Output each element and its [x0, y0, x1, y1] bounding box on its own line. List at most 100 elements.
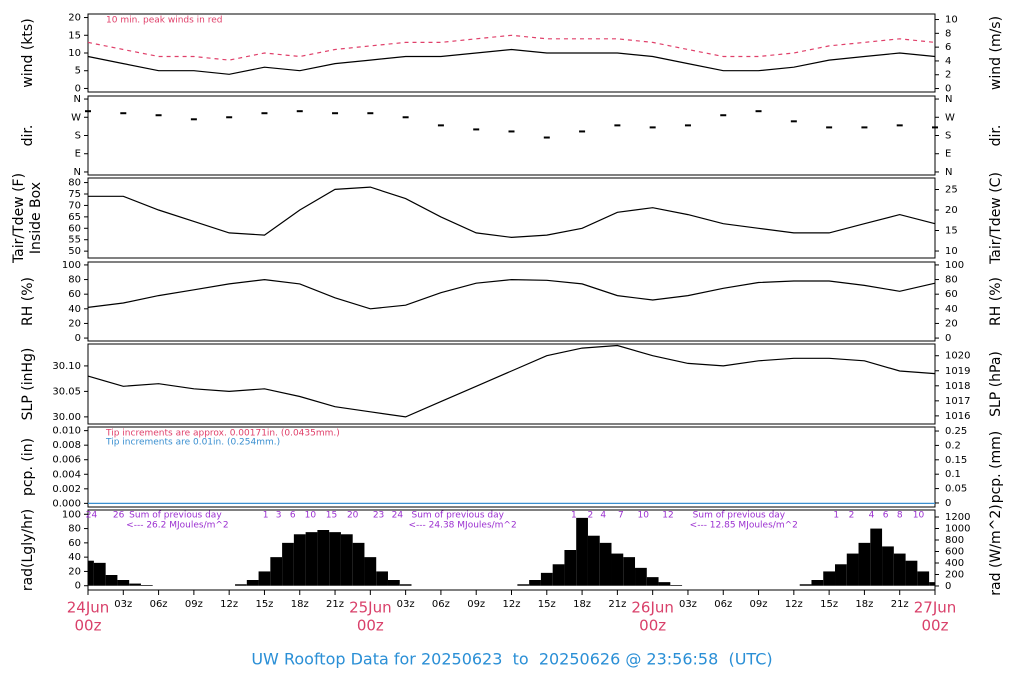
y-tick-label: 5: [75, 66, 81, 77]
bar: [893, 553, 906, 586]
y-tick-label: N: [74, 94, 81, 105]
hour-label: 2: [849, 511, 855, 521]
bar: [576, 517, 588, 586]
bar: [835, 564, 847, 586]
y-axis-label: Inside Box: [28, 182, 44, 254]
y2-tick-label: S: [945, 131, 951, 142]
hour-label: 26: [113, 511, 125, 521]
hour-label: 3: [276, 511, 282, 521]
hour-label: 7: [618, 511, 624, 521]
hour-label: 15: [326, 511, 337, 521]
bar: [340, 534, 353, 586]
x-date-time: 00z: [75, 617, 102, 635]
panel-frame: [87, 261, 936, 342]
y2-axis-label: pcp. (mm): [988, 431, 1004, 504]
y2-axis-label: SLP (hPa): [988, 351, 1004, 417]
y2-tick-label: 1000: [945, 524, 970, 535]
bar: [246, 580, 259, 586]
bar: [823, 571, 836, 586]
bar: [611, 553, 624, 586]
y-tick-label: 55: [68, 235, 81, 246]
y-tick-label: 0.002: [52, 484, 81, 495]
y2-tick-label: 0.25: [945, 426, 967, 437]
y-tick-label: 40: [68, 304, 81, 315]
bar: [540, 572, 553, 586]
y-tick-label: 0: [75, 83, 81, 94]
bar: [811, 580, 824, 586]
bar: [270, 557, 283, 586]
x-tick-label: 09z: [750, 599, 768, 610]
bar: [129, 583, 141, 586]
bar: [282, 542, 294, 586]
y2-tick-label: 0.15: [945, 455, 967, 466]
y2-tick-label: 20: [945, 318, 958, 329]
bar: [599, 542, 612, 586]
bar: [117, 580, 130, 586]
x-tick-label: 15z: [255, 599, 273, 610]
y2-axis-label: RH (%): [988, 277, 1004, 326]
hour-label: 12: [662, 511, 673, 521]
chart-title: UW Rooftop Data for 20250623 to 20250626…: [251, 650, 772, 669]
y2-tick-label: 0: [945, 498, 951, 509]
y-axis-label: dir.: [20, 125, 36, 147]
bar: [258, 571, 271, 586]
y-tick-label: 70: [68, 200, 81, 211]
bar: [564, 550, 577, 586]
bar: [517, 584, 530, 586]
x-tick-label: 21z: [326, 599, 344, 610]
x-tick-label: 06z: [714, 599, 732, 610]
day-sum-label: Sum of previous day: [693, 511, 786, 521]
x-tick-label: 15z: [538, 599, 556, 610]
y-tick-label: 30.00: [52, 412, 81, 423]
bar: [929, 582, 935, 586]
y2-tick-label: 100: [945, 260, 964, 271]
bar: [364, 557, 377, 586]
x-tick-label: 15z: [820, 599, 838, 610]
y-tick-label: 20: [68, 318, 81, 329]
bar: [529, 580, 541, 586]
bar: [623, 557, 636, 586]
bar: [317, 530, 330, 586]
bar: [870, 528, 883, 586]
y-tick-label: 80: [68, 275, 81, 286]
y2-tick-label: 60: [945, 289, 958, 300]
y2-tick-label: 10: [945, 15, 958, 26]
hour-label: 24: [86, 511, 98, 521]
panel-frame: [87, 177, 936, 259]
y-tick-label: 0.008: [52, 440, 81, 451]
x-date-label: 26Jun: [631, 599, 674, 617]
bar: [329, 532, 341, 586]
y2-tick-label: 8: [945, 28, 951, 39]
y2-tick-label: N: [945, 167, 952, 178]
bar: [587, 535, 600, 586]
hour-label: 23: [373, 511, 384, 521]
y2-tick-label: 20: [945, 205, 958, 216]
y2-tick-label: 25: [945, 184, 958, 195]
bar: [905, 560, 918, 586]
y-tick-label: 100: [62, 260, 81, 271]
x-date-time: 00z: [357, 617, 384, 635]
day-sum-note: <--- 12.85 MJoules/m^2: [690, 521, 798, 531]
y-tick-label: 40: [68, 552, 81, 563]
y2-tick-label: 0: [945, 333, 951, 344]
y-tick-label: E: [75, 149, 81, 160]
y-tick-label: 20: [68, 13, 81, 24]
y-tick-label: 0.004: [52, 469, 81, 480]
bar: [882, 546, 894, 586]
series-line: [87, 278, 936, 310]
x-tick-label: 09z: [185, 599, 203, 610]
y-axis-label: pcp. (in): [20, 438, 36, 496]
y-tick-label: 30.05: [52, 386, 81, 397]
bar: [552, 564, 565, 586]
hour-label: 2: [587, 511, 593, 521]
series-line: [87, 344, 936, 418]
day-sum-note: <--- 26.2 MJoules/m^2: [126, 521, 228, 531]
hour-label: 6: [290, 511, 296, 521]
y2-tick-label: 10: [945, 246, 958, 257]
bar: [88, 560, 94, 586]
hour-label: 6: [883, 511, 889, 521]
x-tick-label: 12z: [503, 599, 521, 610]
bar: [352, 542, 365, 586]
bar: [293, 534, 306, 586]
y2-tick-label: 2: [945, 70, 951, 81]
